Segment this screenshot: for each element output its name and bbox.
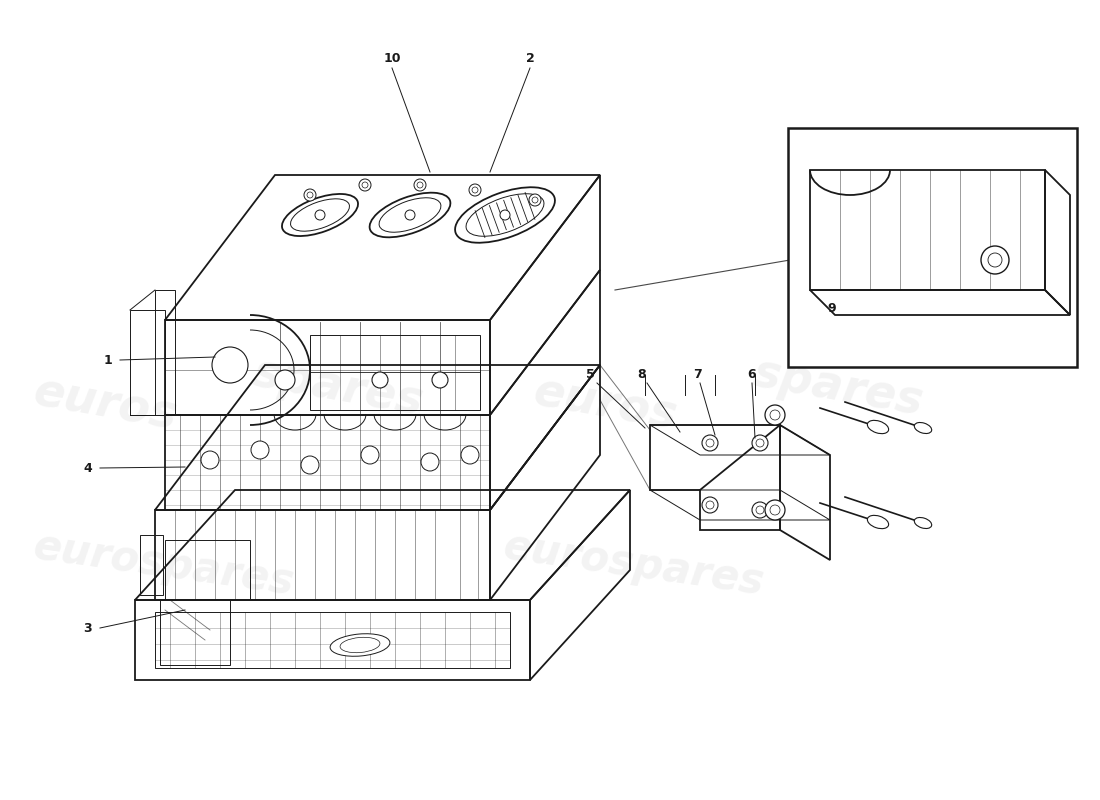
Circle shape — [301, 456, 319, 474]
Text: euros: euros — [30, 370, 180, 440]
Circle shape — [421, 453, 439, 471]
Circle shape — [372, 372, 388, 388]
Text: 3: 3 — [84, 622, 92, 634]
Text: eurospares: eurospares — [500, 526, 767, 604]
Ellipse shape — [914, 518, 932, 529]
Text: eurospares: eurospares — [30, 526, 296, 604]
Circle shape — [752, 435, 768, 451]
Text: 9: 9 — [827, 302, 836, 314]
Circle shape — [275, 370, 295, 390]
Ellipse shape — [868, 420, 889, 434]
Ellipse shape — [370, 193, 450, 238]
Circle shape — [461, 446, 478, 464]
Circle shape — [361, 446, 379, 464]
Text: 4: 4 — [84, 462, 92, 474]
Circle shape — [212, 347, 248, 383]
Circle shape — [251, 441, 270, 459]
Text: spares: spares — [750, 350, 927, 425]
Circle shape — [752, 502, 768, 518]
Text: 5: 5 — [585, 369, 594, 382]
Text: 1: 1 — [103, 354, 112, 366]
Circle shape — [764, 500, 785, 520]
Text: 6: 6 — [748, 369, 757, 382]
Text: spares: spares — [250, 350, 427, 425]
Circle shape — [201, 451, 219, 469]
Text: 10: 10 — [383, 51, 400, 65]
Text: 8: 8 — [638, 369, 647, 382]
Circle shape — [359, 179, 371, 191]
Text: euros: euros — [530, 370, 681, 440]
Circle shape — [432, 372, 448, 388]
Circle shape — [414, 179, 426, 191]
Circle shape — [315, 210, 324, 220]
Circle shape — [981, 246, 1009, 274]
Circle shape — [500, 210, 510, 220]
Circle shape — [405, 210, 415, 220]
Circle shape — [469, 184, 481, 196]
Ellipse shape — [455, 187, 554, 242]
Circle shape — [702, 497, 718, 513]
Circle shape — [702, 435, 718, 451]
FancyBboxPatch shape — [788, 128, 1077, 367]
Ellipse shape — [282, 194, 358, 236]
Ellipse shape — [330, 634, 389, 656]
Ellipse shape — [868, 515, 889, 529]
Circle shape — [764, 405, 785, 425]
Text: 7: 7 — [693, 369, 702, 382]
Circle shape — [304, 189, 316, 201]
Ellipse shape — [914, 422, 932, 434]
Text: 2: 2 — [526, 51, 535, 65]
Circle shape — [529, 194, 541, 206]
